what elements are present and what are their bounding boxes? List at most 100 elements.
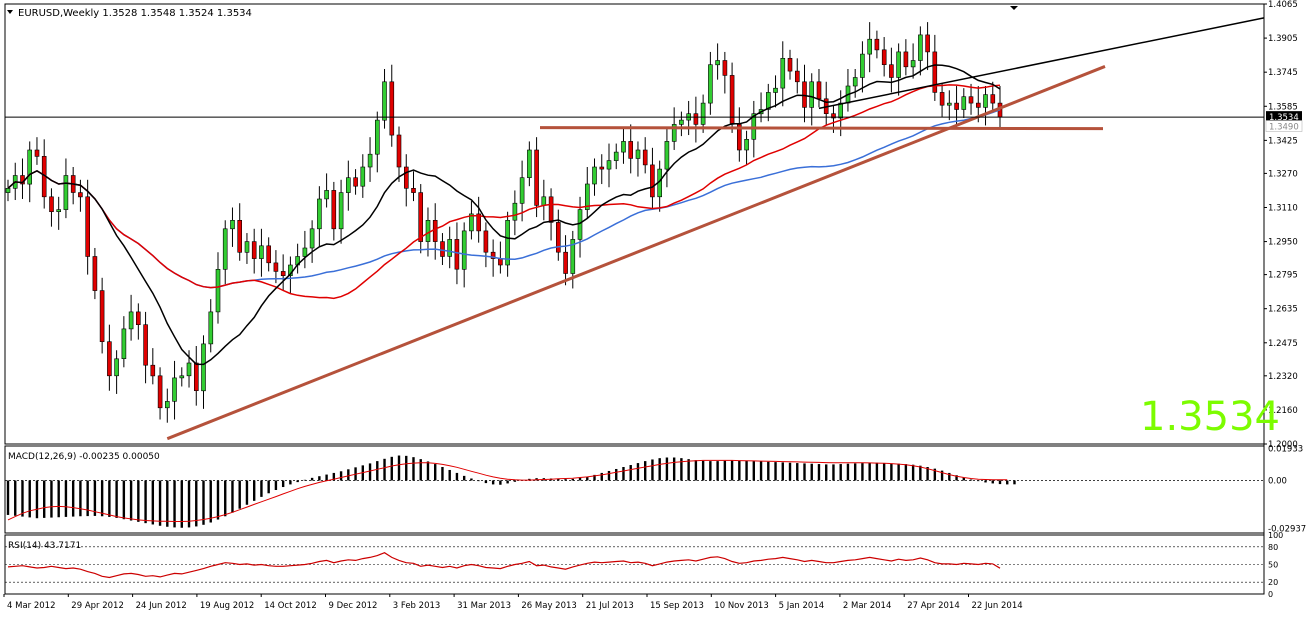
candle[interactable] [852, 77, 858, 87]
extended-trendline[interactable] [818, 17, 1265, 110]
candle[interactable] [273, 262, 279, 272]
candle[interactable] [722, 60, 728, 76]
candle[interactable] [490, 251, 496, 259]
candle[interactable] [121, 328, 127, 359]
candle[interactable] [954, 102, 959, 110]
candle[interactable] [606, 160, 612, 170]
candle[interactable] [222, 228, 228, 270]
candle[interactable] [599, 166, 605, 170]
candle[interactable] [816, 81, 822, 100]
candle[interactable] [671, 124, 677, 142]
candle[interactable] [215, 268, 221, 313]
candle[interactable] [534, 149, 539, 206]
candle[interactable] [780, 57, 786, 89]
candle[interactable] [367, 153, 373, 168]
candle[interactable] [642, 149, 648, 166]
candle[interactable] [968, 96, 974, 104]
candle[interactable] [114, 358, 119, 377]
candle[interactable] [975, 102, 981, 108]
candle[interactable] [309, 228, 315, 249]
candle[interactable] [874, 38, 880, 51]
candle[interactable] [765, 92, 771, 110]
candle[interactable] [432, 220, 438, 242]
candle[interactable] [5, 188, 11, 193]
candle[interactable] [186, 362, 192, 377]
candle[interactable] [613, 151, 619, 161]
macd-panel[interactable] [5, 455, 1264, 528]
candle[interactable] [555, 222, 561, 253]
candle[interactable] [360, 166, 366, 187]
candle[interactable] [679, 119, 684, 125]
candle[interactable] [92, 256, 98, 291]
candle[interactable] [201, 343, 206, 392]
candle[interactable] [563, 251, 568, 274]
candle[interactable] [49, 196, 54, 213]
candle[interactable] [85, 196, 90, 257]
candle[interactable] [498, 258, 503, 266]
candle[interactable] [932, 51, 938, 93]
candle[interactable] [628, 141, 634, 159]
candle[interactable] [983, 94, 988, 108]
candle[interactable] [635, 149, 641, 159]
candle[interactable] [548, 196, 554, 223]
candle[interactable] [693, 113, 699, 125]
candle[interactable] [794, 70, 800, 83]
candle[interactable] [179, 375, 185, 379]
candle[interactable] [251, 241, 257, 259]
candle[interactable] [447, 239, 453, 257]
candle[interactable] [136, 311, 141, 325]
candle[interactable] [78, 192, 83, 198]
candle[interactable] [809, 81, 815, 108]
candle[interactable] [345, 177, 351, 193]
candle[interactable] [715, 60, 720, 66]
candle[interactable] [838, 102, 844, 119]
candle[interactable] [63, 175, 69, 210]
candle[interactable] [324, 190, 329, 200]
candle[interactable] [317, 198, 322, 230]
rsi-panel[interactable] [5, 546, 1264, 583]
candle[interactable] [469, 213, 474, 232]
candle[interactable] [389, 81, 395, 136]
candle[interactable] [925, 34, 930, 53]
candle[interactable] [519, 177, 525, 204]
candle[interactable] [266, 245, 272, 264]
candle[interactable] [889, 64, 894, 78]
candle[interactable] [143, 324, 148, 366]
candle[interactable] [107, 341, 112, 377]
candle[interactable] [787, 57, 793, 72]
candle[interactable] [425, 220, 431, 242]
candle[interactable] [476, 213, 482, 232]
candle[interactable] [454, 239, 460, 270]
candle[interactable] [650, 164, 655, 198]
candle[interactable] [244, 241, 250, 253]
title-dropdown-icon[interactable] [7, 10, 13, 14]
candle[interactable] [230, 220, 235, 230]
candle[interactable] [621, 141, 626, 153]
candle[interactable] [961, 96, 967, 110]
candle[interactable] [338, 192, 344, 230]
candle[interactable] [461, 230, 467, 270]
candle[interactable] [708, 64, 713, 104]
candle[interactable] [331, 190, 337, 230]
candle[interactable] [208, 311, 214, 345]
candle[interactable] [541, 196, 547, 206]
candle[interactable] [34, 149, 40, 157]
candle[interactable] [128, 311, 134, 330]
candle[interactable] [577, 209, 583, 240]
candle[interactable] [744, 139, 749, 151]
candle[interactable] [483, 230, 489, 253]
candle[interactable] [939, 92, 945, 106]
candle[interactable] [505, 220, 510, 266]
candle[interactable] [396, 134, 402, 168]
candle[interactable] [237, 220, 242, 253]
candle[interactable] [302, 247, 308, 257]
candle[interactable] [802, 81, 807, 108]
candle[interactable] [194, 362, 199, 392]
candle[interactable] [411, 188, 416, 193]
candle[interactable] [860, 53, 865, 78]
candle[interactable] [259, 245, 264, 259]
candle[interactable] [773, 87, 778, 93]
candle[interactable] [27, 149, 33, 185]
